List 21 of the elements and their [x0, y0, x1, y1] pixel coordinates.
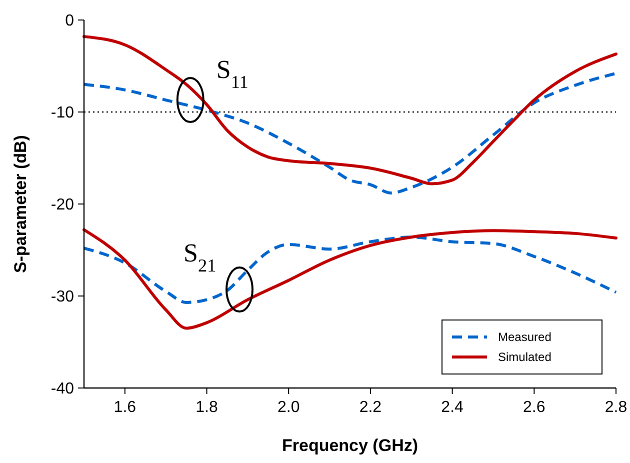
annotation: S$_{11}$: [216, 55, 248, 92]
x-axis-title: Frequency (GHz): [282, 436, 418, 455]
x-tick-label: 1.6: [114, 399, 136, 416]
line-series: [82, 236, 618, 304]
x-tick-label: 2.2: [359, 399, 382, 416]
annotation: S$_{21}$: [184, 238, 216, 276]
x-tick-label: 2.0: [277, 399, 300, 416]
legend-label: Measured: [498, 330, 552, 344]
x-tick-label: 2.4: [441, 399, 464, 416]
y-tick-label: 0: [65, 12, 74, 30]
x-tick-label: 2.6: [523, 399, 546, 416]
y-tick-label: -30: [50, 288, 74, 306]
y-axis-title: S-parameter (dB): [11, 135, 30, 273]
legend-label: Simulated: [498, 350, 552, 364]
y-tick-label: -20: [50, 196, 74, 214]
line-series: [82, 228, 618, 330]
x-tick-label: 1.8: [196, 399, 218, 416]
line-series: [82, 35, 618, 186]
y-tick-label: -40: [50, 380, 74, 398]
x-tick-label: 2.8: [604, 399, 628, 416]
y-tick-label: -10: [50, 104, 74, 122]
